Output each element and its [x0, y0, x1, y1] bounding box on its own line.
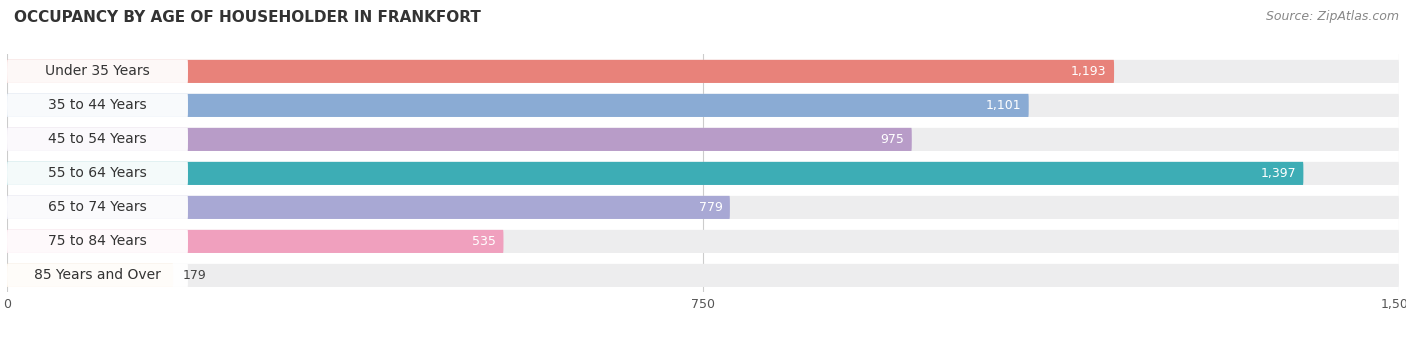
- FancyBboxPatch shape: [7, 264, 1399, 287]
- FancyBboxPatch shape: [7, 60, 1399, 83]
- Text: 1,193: 1,193: [1071, 65, 1107, 78]
- FancyBboxPatch shape: [7, 94, 1029, 117]
- Text: Under 35 Years: Under 35 Years: [45, 64, 150, 79]
- FancyBboxPatch shape: [7, 162, 1399, 185]
- Text: 1,101: 1,101: [986, 99, 1021, 112]
- FancyBboxPatch shape: [7, 162, 1303, 185]
- Text: 1,397: 1,397: [1260, 167, 1296, 180]
- Text: 45 to 54 Years: 45 to 54 Years: [48, 132, 146, 147]
- Text: 179: 179: [183, 269, 207, 282]
- FancyBboxPatch shape: [7, 128, 1399, 151]
- FancyBboxPatch shape: [7, 60, 1114, 83]
- Text: Source: ZipAtlas.com: Source: ZipAtlas.com: [1265, 10, 1399, 23]
- Text: 535: 535: [472, 235, 496, 248]
- FancyBboxPatch shape: [7, 264, 188, 287]
- FancyBboxPatch shape: [7, 196, 730, 219]
- FancyBboxPatch shape: [7, 128, 188, 151]
- FancyBboxPatch shape: [7, 60, 188, 83]
- FancyBboxPatch shape: [7, 230, 503, 253]
- FancyBboxPatch shape: [7, 196, 1399, 219]
- FancyBboxPatch shape: [7, 94, 1399, 117]
- FancyBboxPatch shape: [7, 230, 1399, 253]
- Text: 75 to 84 Years: 75 to 84 Years: [48, 234, 146, 249]
- Text: 35 to 44 Years: 35 to 44 Years: [48, 98, 146, 113]
- Text: 65 to 74 Years: 65 to 74 Years: [48, 200, 146, 215]
- FancyBboxPatch shape: [7, 128, 911, 151]
- FancyBboxPatch shape: [7, 230, 188, 253]
- Text: OCCUPANCY BY AGE OF HOUSEHOLDER IN FRANKFORT: OCCUPANCY BY AGE OF HOUSEHOLDER IN FRANK…: [14, 10, 481, 25]
- FancyBboxPatch shape: [7, 162, 188, 185]
- Text: 779: 779: [699, 201, 723, 214]
- FancyBboxPatch shape: [7, 264, 173, 287]
- Text: 85 Years and Over: 85 Years and Over: [34, 268, 160, 283]
- Text: 975: 975: [880, 133, 904, 146]
- Text: 55 to 64 Years: 55 to 64 Years: [48, 166, 146, 181]
- FancyBboxPatch shape: [7, 196, 188, 219]
- FancyBboxPatch shape: [7, 94, 188, 117]
